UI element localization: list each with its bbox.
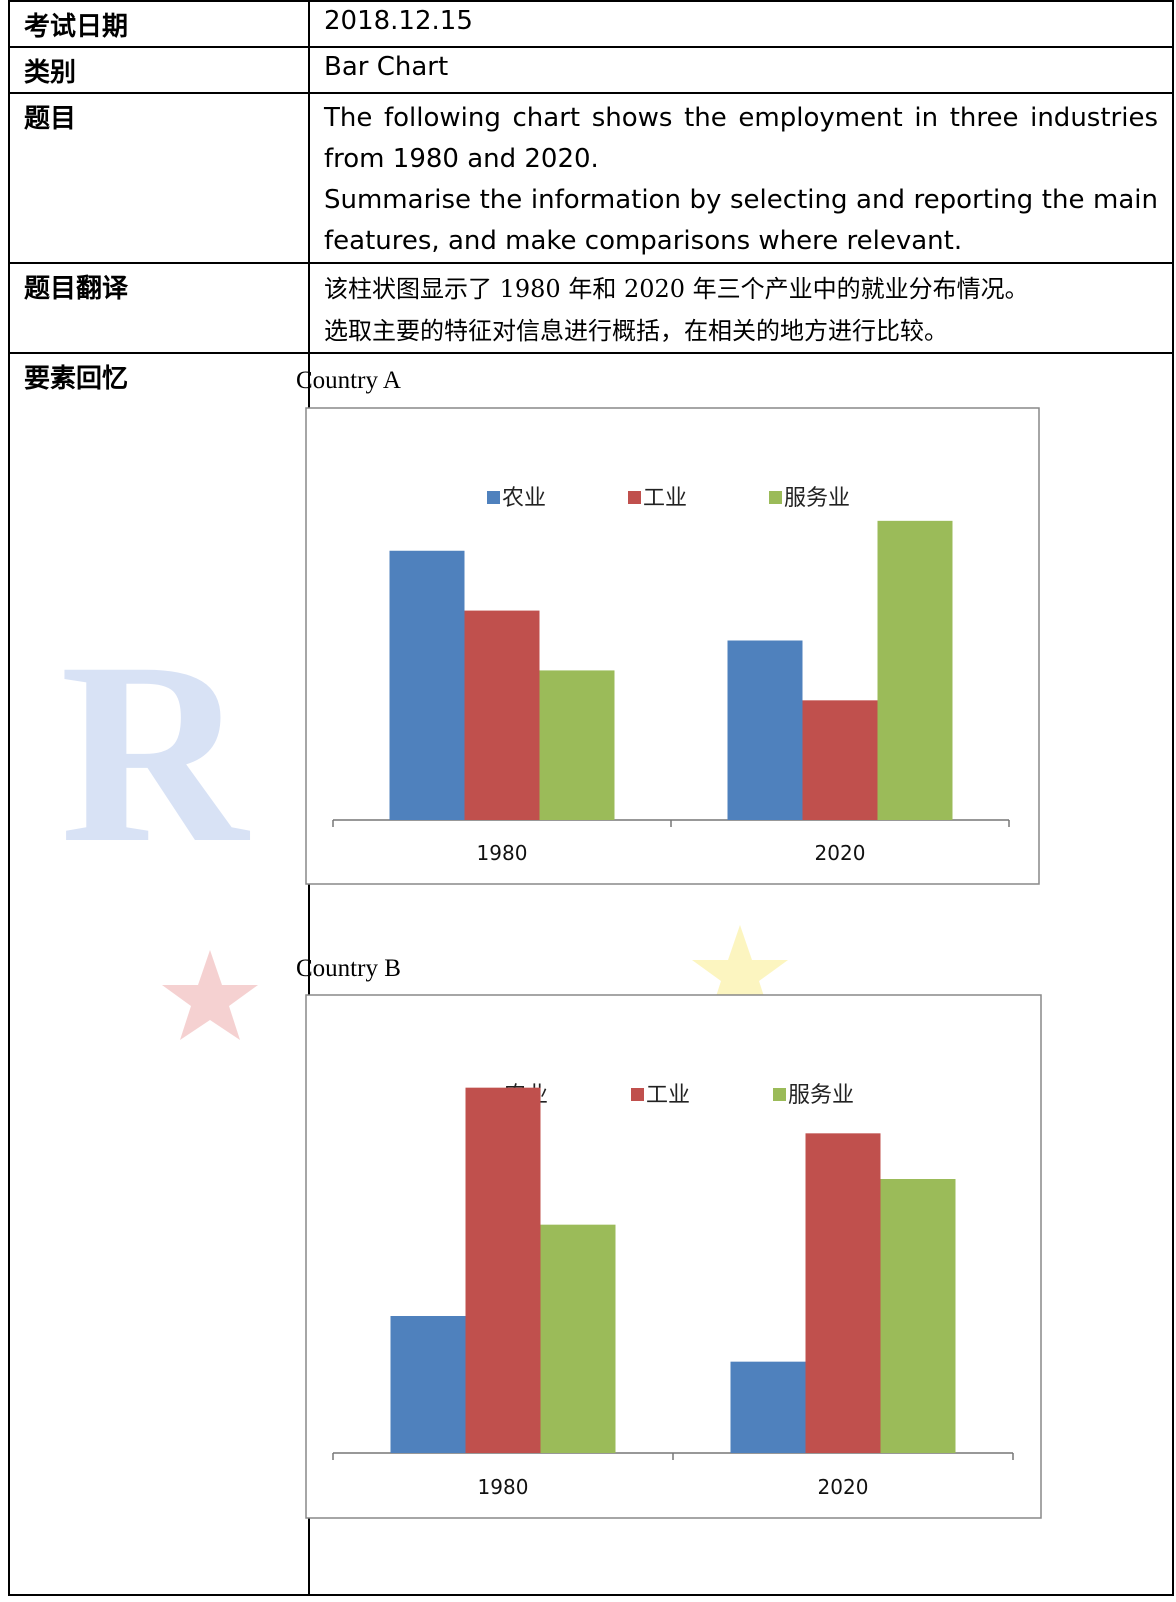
chart-a-legend-swatch-1 [628,491,641,504]
chart-b-bar-1980-1 [465,1087,541,1453]
chart-a-legend-label-0: 农业 [502,486,546,511]
chart-a-legend-swatch-2 [769,491,782,504]
date-label: 考试日期 [8,0,310,48]
chart-b-bar-2020-1 [805,1133,881,1453]
translation-label: 题目翻译 [8,262,310,354]
chart-a-bar-1980-2 [539,670,615,820]
chart-a-bar-1980-1 [464,610,540,820]
chart-b-title: Country B [296,955,401,982]
chart-a-legend-swatch-0 [487,491,500,504]
category-label: 类别 [8,46,310,94]
question-line-2: Summarise the information by selecting a… [324,185,1158,256]
chart-a-legend-label-2: 服务业 [784,486,850,511]
question-label: 题目 [8,92,310,264]
chart-b-category-label-0: 1980 [478,1475,529,1499]
chart-b-legend-label-1: 工业 [646,1083,690,1108]
chart-b-legend-swatch-1 [631,1088,644,1101]
chart-a-bar-2020-0 [727,640,803,820]
chart-b-legend-label-2: 服务业 [788,1083,854,1108]
recall-label: 要素回忆 [8,352,310,1596]
chart-a-bar-2020-2 [877,520,953,820]
translation-line-1: 该柱状图显示了 1980 年和 2020 年三个产业中的就业分布情况。 [324,275,1029,303]
chart-a-bar-1980-0 [389,550,465,820]
chart-b-bar-2020-0 [730,1361,806,1453]
question-line-1: The following chart shows the employment… [324,103,1158,174]
category-value: Bar Chart [308,46,1174,94]
chart-b-bar-2020-2 [880,1179,956,1453]
question-cell: The following chart shows the employment… [308,92,1174,264]
chart-a-title: Country A [296,367,401,394]
chart-a-category-label-0: 1980 [477,841,528,865]
translation-line-2: 选取主要的特征对信息进行概括，在相关的地方进行比较。 [324,317,948,345]
date-value: 2018.12.15 [308,0,1174,48]
chart-a-legend-label-1: 工业 [643,486,687,511]
chart-a-bar-2020-1 [802,700,878,820]
chart-b-bar-1980-2 [540,1224,616,1453]
chart-b-category-label-1: 2020 [818,1475,869,1499]
translation-cell: 该柱状图显示了 1980 年和 2020 年三个产业中的就业分布情况。 选取主要… [308,262,1174,354]
chart-a-category-label-1: 2020 [815,841,866,865]
chart-b-legend-swatch-2 [773,1088,786,1101]
chart-b-bar-1980-0 [390,1316,466,1453]
bar-chart-country-a: 农业 工业 服务业 1980 2020 [305,407,1040,885]
